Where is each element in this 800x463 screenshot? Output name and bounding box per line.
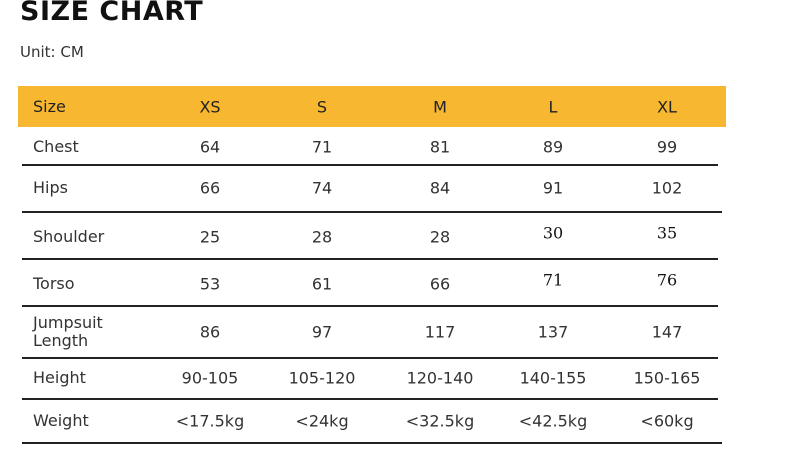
- table-cell: 25: [199, 227, 221, 247]
- table-cell: 28: [429, 227, 451, 247]
- table-cell: 53: [199, 274, 221, 294]
- table-cell: 76: [656, 270, 678, 290]
- table-cell: 117: [424, 322, 456, 342]
- table-cell: 120-140: [406, 368, 474, 388]
- row-label: Jumpsuit Length: [33, 313, 103, 350]
- table-cell: 137: [537, 322, 569, 342]
- table-cell: 81: [429, 137, 451, 157]
- row-divider: [22, 164, 718, 166]
- table-cell: 66: [199, 178, 221, 198]
- table-cell: 35: [656, 223, 678, 243]
- table-cell: <17.5kg: [175, 411, 245, 431]
- row-divider: [22, 211, 722, 213]
- table-cell: 140-155: [519, 368, 587, 388]
- header-size: XS: [199, 97, 221, 117]
- row-label: Hips: [33, 178, 68, 197]
- header-size: L: [548, 97, 558, 117]
- table-cell: 66: [429, 274, 451, 294]
- table-cell: <60kg: [640, 411, 694, 431]
- row-label: Chest: [33, 137, 79, 156]
- header-size: M: [433, 97, 447, 117]
- table-cell: 105-120: [288, 368, 356, 388]
- table-cell: 28: [311, 227, 333, 247]
- table-cell: <42.5kg: [518, 411, 588, 431]
- table-cell: 64: [199, 137, 221, 157]
- row-label: Shoulder: [33, 227, 105, 246]
- row-divider: [22, 357, 718, 359]
- table-cell: 30: [542, 223, 564, 243]
- row-label: Weight: [33, 411, 89, 430]
- table-cell: 150-165: [633, 368, 701, 388]
- table-cell: 99: [656, 137, 678, 157]
- table-cell: 74: [311, 178, 333, 198]
- table-cell: 97: [311, 322, 333, 342]
- table-cell: 147: [651, 322, 683, 342]
- row-label: Torso: [33, 274, 75, 293]
- table-cell: 86: [199, 322, 221, 342]
- table-cell: 89: [542, 137, 564, 157]
- table-cell: 91: [542, 178, 564, 198]
- table-cell: 84: [429, 178, 451, 198]
- table-cell: 71: [542, 270, 564, 290]
- header-size: XL: [657, 97, 677, 117]
- table-cell: <24kg: [295, 411, 349, 431]
- header-size: S: [316, 97, 328, 117]
- table-header: [18, 86, 726, 127]
- page-title: SIZE CHART: [20, 0, 204, 27]
- row-divider: [22, 305, 718, 307]
- unit-label: Unit: CM: [20, 43, 84, 61]
- table-cell: 90-105: [181, 368, 239, 388]
- row-divider: [22, 398, 718, 400]
- table-cell: 102: [651, 178, 683, 198]
- table-cell: 61: [311, 274, 333, 294]
- header-label: Size: [33, 97, 66, 116]
- table-cell: 71: [311, 137, 333, 157]
- row-divider: [22, 442, 722, 444]
- row-label: Height: [33, 368, 86, 387]
- row-divider: [22, 258, 718, 260]
- table-cell: <32.5kg: [405, 411, 475, 431]
